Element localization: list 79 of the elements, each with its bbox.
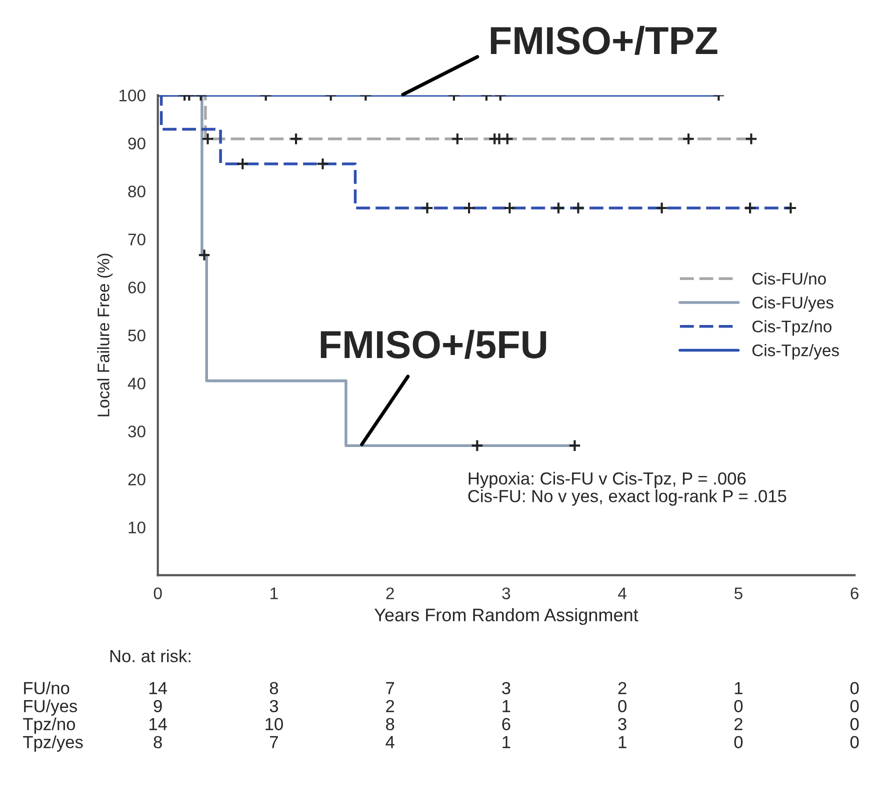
text: 4 bbox=[386, 736, 394, 748]
text: 0 bbox=[734, 736, 743, 748]
y-tick-label: 20 bbox=[128, 474, 146, 486]
text: Tpz/no bbox=[23, 718, 76, 734]
y-axis-title: Local Failure Free (%) bbox=[97, 254, 113, 416]
point bbox=[572, 202, 585, 214]
point bbox=[316, 157, 330, 170]
text: 8 bbox=[386, 718, 394, 730]
text: No. at risk: bbox=[110, 650, 190, 662]
text: FU/no bbox=[24, 682, 70, 694]
x-axis-title: Years From Random Assignment bbox=[374, 608, 638, 625]
point bbox=[784, 202, 798, 214]
x-tick-label: 6 bbox=[850, 587, 858, 600]
text: FU/yes bbox=[24, 700, 78, 716]
x-tick-label: 5 bbox=[734, 588, 742, 600]
legend-label: Cis-Tpz/no bbox=[752, 320, 832, 336]
text: 1 bbox=[502, 736, 510, 748]
y-tick-label: 10 bbox=[128, 522, 146, 534]
point bbox=[500, 132, 514, 146]
text: 0 bbox=[850, 736, 859, 748]
text: 2 bbox=[386, 700, 394, 712]
point bbox=[462, 202, 476, 214]
text: 1 bbox=[618, 736, 626, 748]
text: 6 bbox=[502, 718, 510, 730]
text: 14 bbox=[150, 682, 167, 694]
point bbox=[290, 132, 302, 146]
x-tick-label: 4 bbox=[618, 588, 626, 600]
text: 0 bbox=[618, 700, 626, 712]
y-tick-label: 70 bbox=[128, 234, 146, 246]
text: 3 bbox=[502, 682, 510, 694]
text: 2 bbox=[618, 682, 626, 694]
y-tick-label: 100 bbox=[119, 90, 146, 102]
annotation: FMISO+/TPZ bbox=[490, 26, 718, 55]
text: 14 bbox=[150, 718, 167, 730]
y-tick-label: 50 bbox=[128, 330, 146, 342]
text: 10 bbox=[266, 718, 283, 730]
x-tick-label: 2 bbox=[386, 587, 394, 600]
point bbox=[201, 132, 214, 146]
text: 2 bbox=[734, 718, 742, 730]
point bbox=[451, 132, 464, 146]
text: 7 bbox=[270, 736, 278, 748]
text: 9 bbox=[154, 700, 162, 712]
annotation: Cis-FU: No v yes, exact log-rank P = .015 bbox=[468, 490, 786, 506]
point bbox=[655, 202, 668, 214]
legend-label: Cis-FU/yes bbox=[752, 296, 834, 312]
legend-label: Cis-FU/no bbox=[752, 272, 826, 285]
point bbox=[682, 132, 695, 146]
text: 0 bbox=[850, 682, 859, 694]
text: 3 bbox=[270, 700, 278, 712]
text: 0 bbox=[850, 700, 859, 712]
point bbox=[236, 157, 250, 170]
point bbox=[420, 202, 434, 214]
annotation: Hypoxia: Cis-FU v Cis-Tpz, P = .006 bbox=[468, 472, 746, 488]
text: 7 bbox=[386, 682, 394, 694]
text: Tpz/yes bbox=[23, 736, 83, 752]
y-tick-label: 60 bbox=[128, 282, 146, 294]
point bbox=[552, 202, 565, 214]
point bbox=[470, 439, 484, 452]
annotation: FMISO+/5FU bbox=[320, 330, 546, 359]
point bbox=[503, 202, 516, 214]
x-tick-label: 0 bbox=[154, 587, 162, 600]
y-tick-label: 90 bbox=[128, 138, 146, 150]
text: 3 bbox=[618, 718, 626, 730]
text: 1 bbox=[502, 700, 510, 712]
point bbox=[568, 439, 582, 452]
text: 0 bbox=[734, 700, 743, 712]
text: 0 bbox=[850, 718, 859, 730]
text: 1 bbox=[734, 682, 742, 694]
y-tick-label: 30 bbox=[128, 426, 146, 438]
text: 8 bbox=[270, 682, 278, 694]
legend-label: Cis-Tpz/yes bbox=[752, 344, 839, 360]
x-tick-label: 1 bbox=[270, 588, 278, 600]
point bbox=[744, 132, 758, 146]
x-tick-label: 3 bbox=[502, 587, 510, 600]
point bbox=[744, 202, 756, 214]
text: 8 bbox=[154, 736, 162, 748]
y-tick-label: 80 bbox=[128, 186, 146, 198]
y-tick-label: 40 bbox=[128, 378, 146, 390]
point bbox=[198, 248, 211, 262]
